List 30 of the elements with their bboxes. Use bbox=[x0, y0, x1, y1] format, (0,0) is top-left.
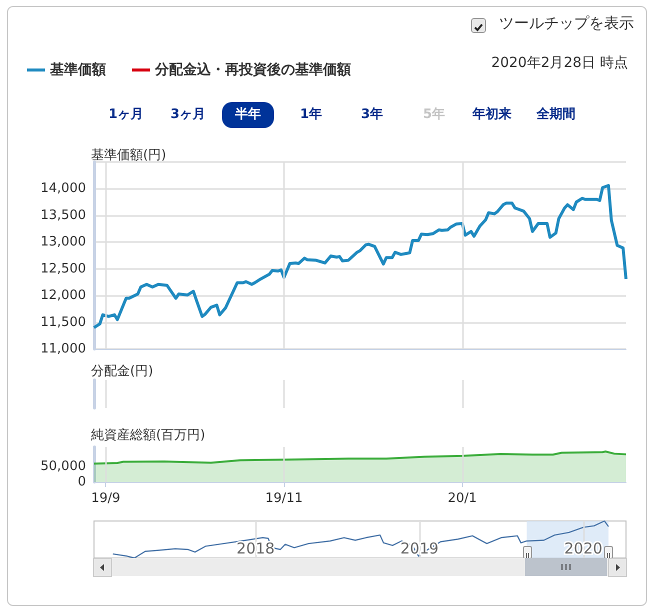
y-tick-label: 12,000 bbox=[40, 288, 86, 304]
text: 全期間 bbox=[536, 106, 576, 124]
x-tick-label: 19/9 bbox=[91, 491, 120, 506]
text: 5年 bbox=[422, 106, 446, 124]
y-tick-label: 14,000 bbox=[40, 181, 86, 196]
text: 1年 bbox=[298, 106, 324, 124]
y-tick-label: 11,500 bbox=[40, 314, 86, 330]
y-tick-label: 13,000 bbox=[40, 234, 86, 250]
text: 分配金(円) bbox=[91, 364, 154, 379]
y-tick-label: 13,500 bbox=[40, 208, 86, 223]
text: 年初来 bbox=[471, 106, 512, 124]
text: 3年 bbox=[360, 106, 384, 124]
y-tick-label: 50,000 bbox=[40, 458, 86, 474]
chart-title: 基準価額(円) bbox=[91, 148, 166, 163]
text: 1ヶ月 bbox=[107, 106, 145, 124]
y-tick-label: 11,000 bbox=[40, 342, 86, 356]
x-tick-label: 19/11 bbox=[265, 491, 303, 506]
text: 2020年2月28日 時点 bbox=[491, 54, 628, 72]
x-tick-label: 2018 bbox=[236, 540, 275, 558]
line-series bbox=[92, 184, 628, 330]
x-tick-label: 2020 bbox=[564, 540, 602, 558]
legend-label: 基準価額 bbox=[49, 61, 106, 78]
text: ツールチップを表示 bbox=[499, 14, 634, 33]
x-tick-label: 20/1 bbox=[448, 491, 477, 506]
legend-label: 分配金込・再投資後の基準価額 bbox=[154, 61, 351, 78]
text: 3ヶ月 bbox=[169, 106, 207, 124]
y-tick-label: 12,500 bbox=[40, 261, 86, 276]
chart-title: 純資産総額(百万円) bbox=[91, 427, 206, 443]
y-tick-label: 0 bbox=[78, 474, 86, 490]
text: 半年 bbox=[222, 102, 274, 128]
